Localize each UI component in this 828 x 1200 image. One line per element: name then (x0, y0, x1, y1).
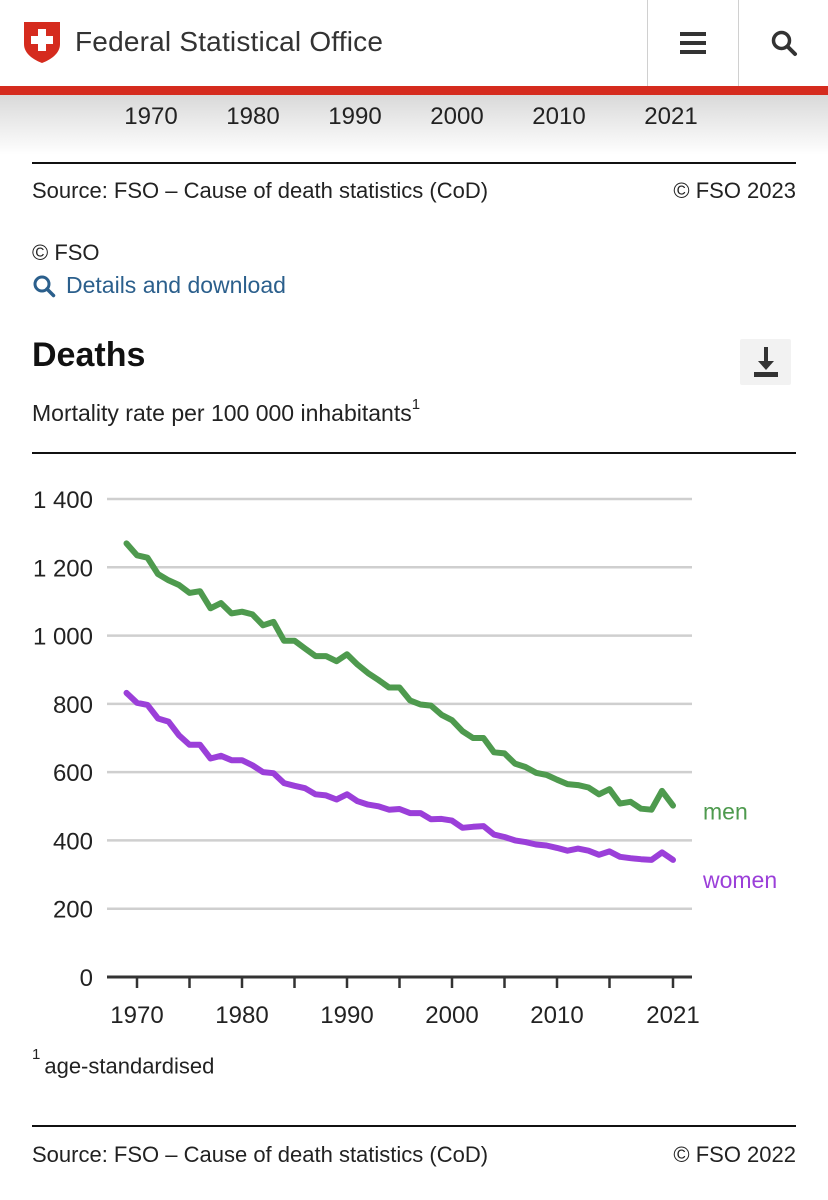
download-button[interactable] (740, 339, 791, 385)
gridlines (107, 497, 692, 910)
download-icon (753, 347, 778, 377)
y-tick-label: 1 200 (33, 555, 93, 582)
divider (32, 1125, 796, 1127)
x-tick-label: 2010 (532, 103, 586, 130)
source-text: Source: FSO – Cause of death statistics … (32, 1142, 489, 1167)
header-accent-bar (0, 86, 828, 95)
x-tick-label: 1990 (320, 1002, 373, 1029)
y-tick-label: 200 (53, 897, 93, 924)
x-tick-label: 1980 (215, 1002, 268, 1029)
footnote-text: age-standardised (44, 1053, 215, 1079)
fso-credit: © FSO (32, 240, 100, 265)
x-tick-label: 2000 (425, 1002, 478, 1029)
site-header: Federal Statistical Office (0, 0, 828, 86)
y-tick-label: 400 (53, 828, 93, 855)
series-lines (123, 540, 676, 863)
y-axis-labels: 0 200 400 600 800 1 000 1 200 1 400 (33, 487, 93, 992)
chart-title: Deaths (32, 336, 146, 374)
menu-button[interactable] (648, 0, 738, 86)
copyright-text: © FSO 2023 (673, 178, 796, 203)
header-shadow (0, 95, 828, 155)
x-axis-labels: 1970 1980 1990 2000 2010 2021 (110, 1002, 699, 1029)
hamburger-menu-icon (680, 32, 706, 54)
series-line-men (123, 540, 676, 813)
series-labels: men women (702, 799, 777, 893)
x-tick-label: 1990 (328, 103, 382, 130)
y-tick-label: 600 (53, 760, 93, 787)
divider (32, 162, 796, 164)
x-axis (107, 975, 692, 988)
deaths-line-chart: 0 200 400 600 800 1 000 1 200 1 400 1970 1980 199… (33, 487, 777, 1029)
footnote: 1 age-standardised (32, 1046, 215, 1079)
x-tick-label: 1970 (124, 103, 178, 130)
header-divider (738, 0, 739, 86)
x-tick-label: 2021 (644, 103, 698, 130)
divider (32, 452, 796, 454)
x-tick-label: 2021 (646, 1002, 699, 1029)
y-tick-label: 1 400 (33, 487, 93, 514)
chart-source-row: Source: FSO – Cause of death statistics … (32, 1142, 796, 1168)
y-tick-label: 1 000 (33, 624, 93, 651)
footnote-marker: 1 (411, 396, 421, 413)
series-line-women (123, 689, 676, 863)
series-label-women: women (702, 867, 777, 893)
x-tick-label: 2000 (430, 103, 484, 130)
chart-subtitle: Mortality rate per 100 000 inhabitants1 (32, 396, 420, 427)
chart-subtitle-text: Mortality rate per 100 000 inhabitants (32, 400, 412, 426)
details-link-label: Details and download (66, 272, 286, 298)
x-tick-label: 1980 (226, 103, 280, 130)
search-icon (33, 275, 56, 297)
details-and-download-link[interactable]: Details and download (32, 272, 286, 299)
site-title[interactable]: Federal Statistical Office (75, 26, 384, 57)
previous-chart-source-row: Source: FSO – Cause of death statistics … (32, 178, 796, 204)
y-tick-label: 800 (53, 692, 93, 719)
swiss-cross-shield-icon[interactable] (22, 20, 62, 64)
series-label-men: men (703, 799, 748, 825)
x-tick-label: 1970 (110, 1002, 163, 1029)
header-divider (647, 0, 648, 86)
copyright-text: © FSO 2022 (673, 1142, 796, 1167)
y-tick-label: 0 (80, 965, 93, 992)
previous-chart-x-axis: 1970 1980 1990 2000 2010 2021 (0, 100, 828, 140)
x-tick-label: 2010 (530, 1002, 583, 1029)
search-button[interactable] (739, 0, 828, 86)
source-text: Source: FSO – Cause of death statistics … (32, 178, 489, 203)
search-icon (771, 30, 797, 56)
footnote-marker: 1 (32, 1046, 41, 1063)
